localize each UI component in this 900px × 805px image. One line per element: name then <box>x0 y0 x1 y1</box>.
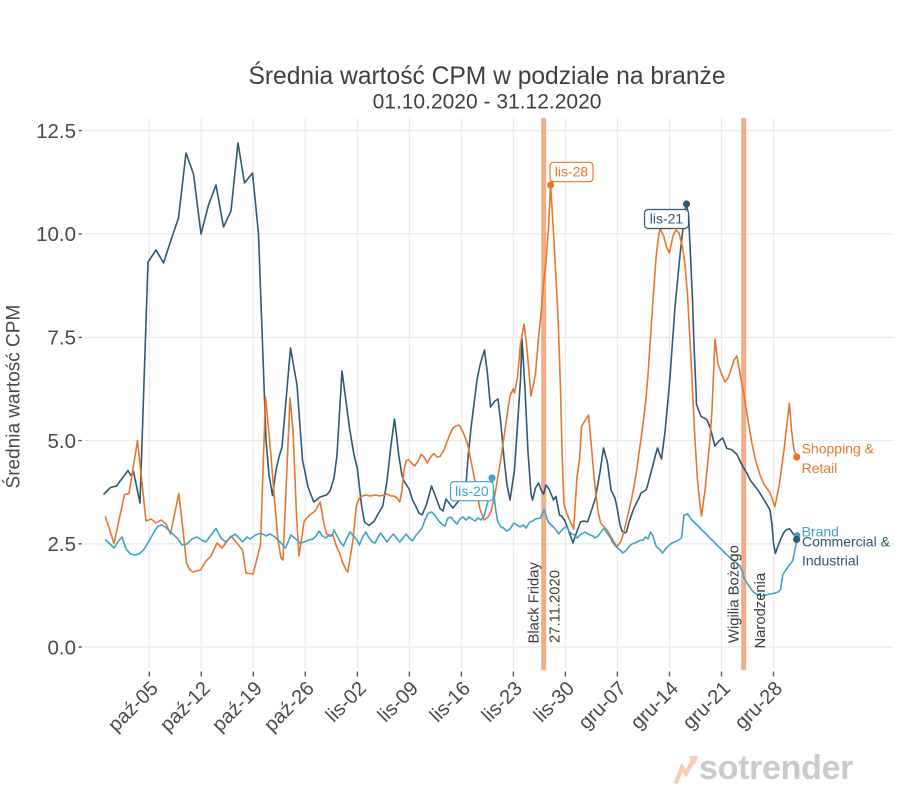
svg-text:Średnia wartość CPM w podziale: Średnia wartość CPM w podziale na branże <box>248 62 725 90</box>
svg-text:Black Friday: Black Friday <box>527 561 543 643</box>
svg-text:Industrial: Industrial <box>802 552 859 568</box>
svg-text:Brand: Brand <box>802 523 839 539</box>
svg-text:Wigilia Bożego: Wigilia Bożego <box>727 545 743 643</box>
svg-text:Shopping &: Shopping & <box>802 440 875 456</box>
svg-text:7.5: 7.5 <box>48 327 77 350</box>
svg-text:10.0: 10.0 <box>36 223 76 246</box>
svg-text:lis-20: lis-20 <box>455 483 489 499</box>
svg-text:01.10.2020 - 31.12.2020: 01.10.2020 - 31.12.2020 <box>373 91 602 114</box>
svg-text:5.0: 5.0 <box>48 430 77 453</box>
svg-text:27.11.2020: 27.11.2020 <box>548 570 564 643</box>
svg-text:lis-21: lis-21 <box>650 211 684 227</box>
svg-text:12.5: 12.5 <box>36 120 76 143</box>
svg-text:lis-28: lis-28 <box>555 164 589 180</box>
svg-text:2.5: 2.5 <box>48 533 77 556</box>
svg-text:Narodzenia: Narodzenia <box>753 572 769 648</box>
svg-text:0.0: 0.0 <box>48 636 77 659</box>
svg-text:Średnia wartość CPM: Średnia wartość CPM <box>3 305 25 489</box>
svg-text:Commercial &: Commercial & <box>802 534 891 550</box>
svg-text:Retail: Retail <box>802 460 838 476</box>
svg-text:sotrender: sotrender <box>699 749 853 787</box>
